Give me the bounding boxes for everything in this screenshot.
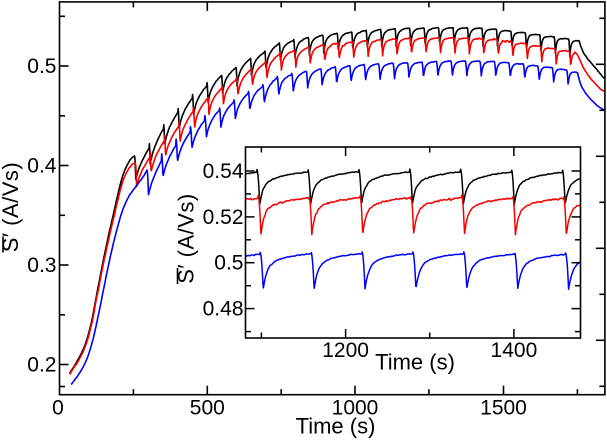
svg-text:Time (s): Time (s)	[375, 350, 455, 375]
svg-text:0.3: 0.3	[27, 254, 56, 277]
svg-text:1200: 1200	[322, 339, 369, 362]
svg-text:S′ (A/Vs): S′ (A/Vs)	[0, 162, 23, 253]
svg-text:0: 0	[52, 397, 64, 420]
svg-text:Time (s): Time (s)	[296, 414, 376, 439]
svg-text:0.52: 0.52	[203, 206, 244, 229]
svg-text:0.48: 0.48	[203, 298, 244, 321]
svg-text:1500: 1500	[480, 397, 527, 420]
svg-text:0.4: 0.4	[27, 155, 57, 178]
svg-text:1000: 1000	[332, 397, 379, 420]
svg-text:1400: 1400	[491, 339, 538, 362]
svg-text:500: 500	[190, 397, 225, 420]
svg-text:0.5: 0.5	[27, 55, 56, 78]
svg-text:0.5: 0.5	[214, 252, 243, 275]
svg-text:0.54: 0.54	[203, 160, 244, 183]
svg-text:0.2: 0.2	[27, 354, 56, 377]
